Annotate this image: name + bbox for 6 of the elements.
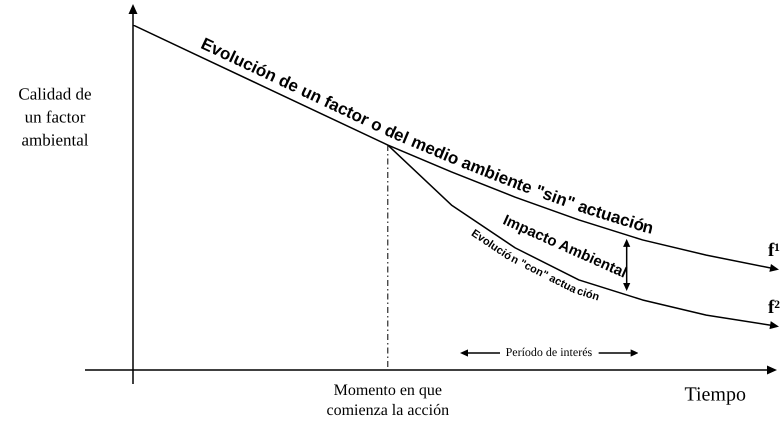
- x-axis-title: Tiempo: [684, 383, 746, 406]
- y-axis-title: Calidad de un factor ambiental: [18, 84, 92, 150]
- text: f¹: [768, 240, 780, 261]
- text: Momento en que comienza la acción: [326, 382, 450, 420]
- text: f²: [768, 297, 780, 318]
- annotation: Período de interés: [506, 345, 593, 360]
